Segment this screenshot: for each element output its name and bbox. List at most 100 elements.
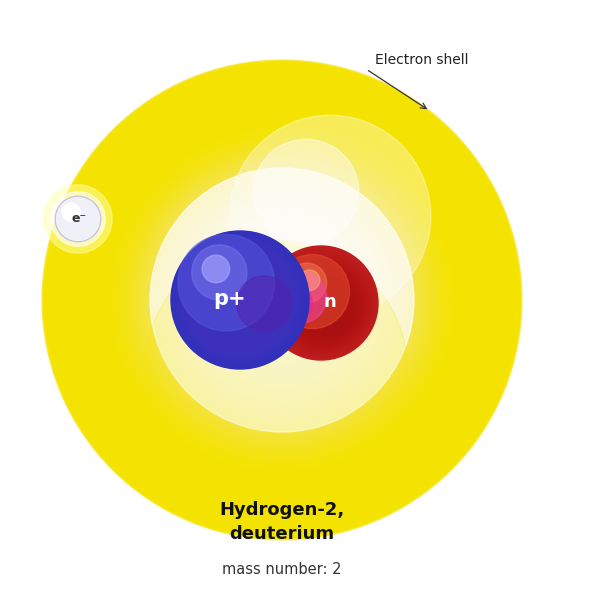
Circle shape — [245, 263, 319, 337]
Circle shape — [94, 112, 470, 488]
Circle shape — [241, 259, 323, 341]
Circle shape — [274, 292, 290, 308]
Circle shape — [54, 72, 510, 528]
Circle shape — [226, 244, 338, 356]
Circle shape — [108, 126, 456, 474]
Circle shape — [280, 298, 284, 302]
Circle shape — [52, 70, 512, 530]
Circle shape — [55, 196, 101, 242]
Circle shape — [267, 285, 297, 315]
Circle shape — [263, 281, 301, 319]
Circle shape — [46, 64, 518, 536]
Circle shape — [264, 246, 378, 360]
Circle shape — [47, 65, 517, 535]
Circle shape — [235, 253, 329, 347]
Circle shape — [44, 185, 112, 253]
Circle shape — [236, 254, 328, 346]
Circle shape — [299, 270, 320, 290]
Circle shape — [202, 220, 362, 380]
Circle shape — [114, 132, 450, 468]
Circle shape — [54, 72, 510, 528]
Circle shape — [62, 203, 80, 221]
Circle shape — [192, 245, 247, 300]
Circle shape — [247, 265, 317, 335]
Circle shape — [232, 250, 332, 350]
Circle shape — [88, 106, 476, 494]
Circle shape — [42, 60, 522, 540]
Circle shape — [44, 62, 520, 538]
Circle shape — [76, 94, 488, 506]
Circle shape — [44, 62, 520, 538]
Circle shape — [265, 283, 299, 317]
Circle shape — [102, 120, 462, 480]
Circle shape — [275, 254, 350, 329]
Circle shape — [52, 70, 512, 530]
Circle shape — [56, 74, 508, 526]
Circle shape — [213, 231, 351, 369]
Text: e⁻: e⁻ — [71, 212, 87, 226]
Circle shape — [43, 61, 521, 539]
Circle shape — [53, 71, 511, 529]
Text: Electron shell: Electron shell — [375, 53, 469, 67]
Circle shape — [278, 286, 313, 320]
Circle shape — [47, 65, 517, 535]
Text: n: n — [323, 293, 336, 311]
Circle shape — [46, 64, 518, 536]
Circle shape — [215, 233, 349, 367]
Circle shape — [48, 66, 516, 534]
Circle shape — [44, 62, 520, 538]
Circle shape — [254, 272, 310, 328]
Circle shape — [50, 191, 106, 247]
Circle shape — [58, 76, 506, 524]
Circle shape — [72, 90, 492, 510]
Circle shape — [49, 67, 515, 533]
Circle shape — [221, 239, 343, 361]
Circle shape — [202, 255, 230, 283]
Circle shape — [50, 68, 514, 532]
Circle shape — [42, 60, 522, 540]
Circle shape — [51, 69, 513, 531]
Circle shape — [209, 227, 355, 373]
Circle shape — [144, 240, 408, 504]
Circle shape — [229, 115, 431, 317]
Circle shape — [278, 296, 286, 304]
Circle shape — [250, 268, 314, 332]
Circle shape — [53, 71, 511, 529]
Circle shape — [74, 92, 490, 508]
Circle shape — [47, 65, 517, 535]
Circle shape — [106, 124, 458, 476]
Circle shape — [70, 88, 494, 512]
Circle shape — [49, 67, 515, 533]
Circle shape — [96, 114, 468, 486]
Circle shape — [200, 218, 364, 382]
Circle shape — [224, 242, 340, 358]
Circle shape — [217, 235, 347, 365]
Circle shape — [48, 66, 516, 534]
Text: p+: p+ — [214, 289, 246, 308]
Circle shape — [260, 278, 304, 322]
Circle shape — [206, 224, 358, 376]
Circle shape — [92, 110, 472, 490]
Circle shape — [104, 122, 460, 478]
Circle shape — [47, 65, 517, 535]
Circle shape — [230, 248, 334, 352]
Circle shape — [60, 78, 504, 522]
Circle shape — [43, 61, 521, 539]
Circle shape — [82, 100, 482, 500]
Circle shape — [43, 61, 521, 539]
Circle shape — [253, 139, 359, 245]
Circle shape — [46, 64, 518, 536]
Circle shape — [275, 293, 289, 307]
Circle shape — [86, 104, 478, 496]
Circle shape — [66, 84, 498, 516]
Circle shape — [220, 238, 344, 362]
Circle shape — [50, 68, 514, 532]
Circle shape — [50, 68, 514, 532]
Text: Hydrogen-2,
deuterium: Hydrogen-2, deuterium — [220, 501, 344, 543]
Circle shape — [171, 231, 309, 369]
Circle shape — [44, 62, 520, 538]
Circle shape — [64, 82, 500, 518]
Circle shape — [258, 276, 306, 324]
Circle shape — [204, 222, 360, 378]
Circle shape — [100, 118, 464, 482]
